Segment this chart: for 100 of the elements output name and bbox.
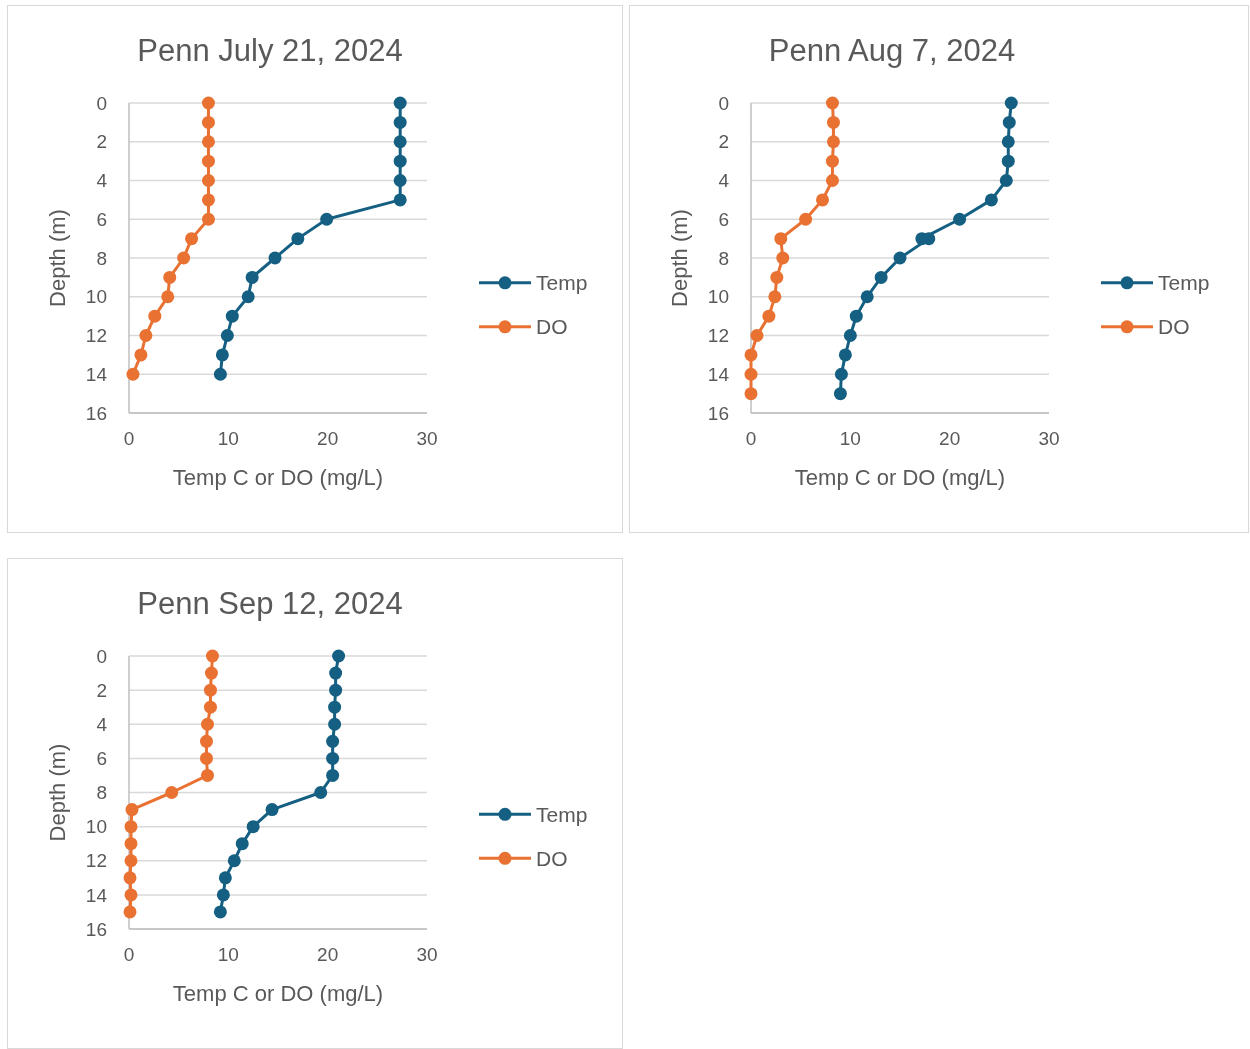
- legend-label: Temp: [536, 271, 588, 295]
- point: [314, 786, 328, 799]
- point: [291, 232, 305, 246]
- x-tick-label: 0: [745, 428, 757, 449]
- point: [134, 348, 148, 362]
- point: [825, 154, 839, 168]
- point: [860, 290, 874, 304]
- point: [201, 193, 215, 207]
- point: [199, 734, 213, 748]
- point: [329, 683, 343, 697]
- x-tick-label: 0: [123, 944, 135, 965]
- y-tick-label: 16: [707, 402, 729, 424]
- y-tick-label: 4: [718, 170, 730, 192]
- y-tick-label: 16: [85, 402, 107, 424]
- point: [770, 270, 784, 284]
- y-tick-label: 0: [96, 92, 107, 114]
- legend-label: Temp: [536, 802, 588, 826]
- point: [218, 871, 232, 885]
- point: [124, 837, 138, 851]
- point: [124, 888, 138, 902]
- point: [393, 154, 407, 168]
- point: [124, 820, 138, 834]
- point: [241, 290, 255, 304]
- x-tick-label: 30: [416, 944, 438, 965]
- point: [201, 96, 215, 110]
- point: [225, 309, 239, 323]
- y-tick-label: 10: [85, 816, 107, 838]
- point: [204, 666, 218, 680]
- y-tick-label: 14: [85, 363, 108, 385]
- point: [268, 251, 282, 265]
- point: [326, 751, 340, 765]
- point: [825, 96, 839, 110]
- x-tick-label: 20: [939, 428, 961, 449]
- point: [833, 387, 847, 401]
- point: [203, 683, 217, 697]
- y-tick-label: 8: [96, 782, 107, 804]
- y-tick-label: 0: [96, 645, 107, 667]
- point: [201, 135, 215, 149]
- y-tick-label: 16: [85, 918, 107, 940]
- x-axis-title: Temp C or DO (mg/L): [172, 465, 384, 490]
- point: [332, 649, 346, 663]
- chart-title: Penn Aug 7, 2024: [768, 33, 1016, 68]
- x-axis-title: Temp C or DO (mg/L): [794, 465, 1006, 490]
- point: [227, 854, 241, 868]
- point: [762, 309, 776, 323]
- point: [126, 367, 140, 381]
- point: [984, 193, 998, 207]
- point: [216, 888, 230, 902]
- point: [245, 270, 259, 284]
- point: [953, 212, 967, 226]
- legend-label: Temp: [1158, 271, 1210, 295]
- point: [125, 803, 139, 817]
- point: [163, 270, 177, 284]
- point: [201, 115, 215, 129]
- chart-title: Penn July 21, 2024: [137, 33, 403, 68]
- point: [744, 387, 758, 401]
- point: [874, 270, 888, 284]
- chart-title: Penn Sep 12, 2024: [137, 586, 403, 621]
- point: [1001, 135, 1015, 149]
- x-tick-label: 20: [317, 428, 339, 449]
- point: [320, 212, 334, 226]
- y-tick-label: 8: [718, 247, 729, 269]
- x-tick-label: 10: [839, 428, 861, 449]
- point: [774, 232, 788, 246]
- point: [161, 290, 175, 304]
- point: [139, 329, 153, 342]
- point: [203, 700, 217, 714]
- point: [393, 174, 407, 187]
- point: [185, 232, 199, 246]
- point: [215, 348, 229, 362]
- point: [768, 290, 782, 304]
- point: [329, 666, 343, 680]
- point: [826, 115, 840, 129]
- point: [393, 193, 407, 207]
- y-tick-label: 14: [85, 884, 108, 906]
- point: [265, 803, 279, 817]
- x-tick-label: 10: [217, 428, 239, 449]
- point: [843, 329, 857, 342]
- y-tick-label: 2: [718, 131, 729, 153]
- y-tick-label: 12: [707, 325, 729, 347]
- point: [177, 251, 191, 265]
- point: [393, 135, 407, 149]
- x-tick-label: 30: [416, 428, 438, 449]
- point: [799, 212, 813, 226]
- point: [999, 174, 1013, 187]
- point: [201, 154, 215, 168]
- y-tick-label: 4: [96, 713, 108, 735]
- legend-label: DO: [1158, 315, 1190, 339]
- y-tick-label: 10: [707, 286, 729, 308]
- point: [893, 251, 907, 265]
- point: [326, 768, 340, 782]
- x-tick-label: 30: [1038, 428, 1060, 449]
- point: [393, 115, 407, 129]
- point: [123, 905, 137, 919]
- point: [1002, 115, 1016, 129]
- point: [205, 649, 219, 663]
- point: [200, 717, 214, 731]
- point: [1004, 96, 1018, 110]
- y-tick-label: 12: [85, 850, 107, 872]
- point: [1001, 154, 1015, 168]
